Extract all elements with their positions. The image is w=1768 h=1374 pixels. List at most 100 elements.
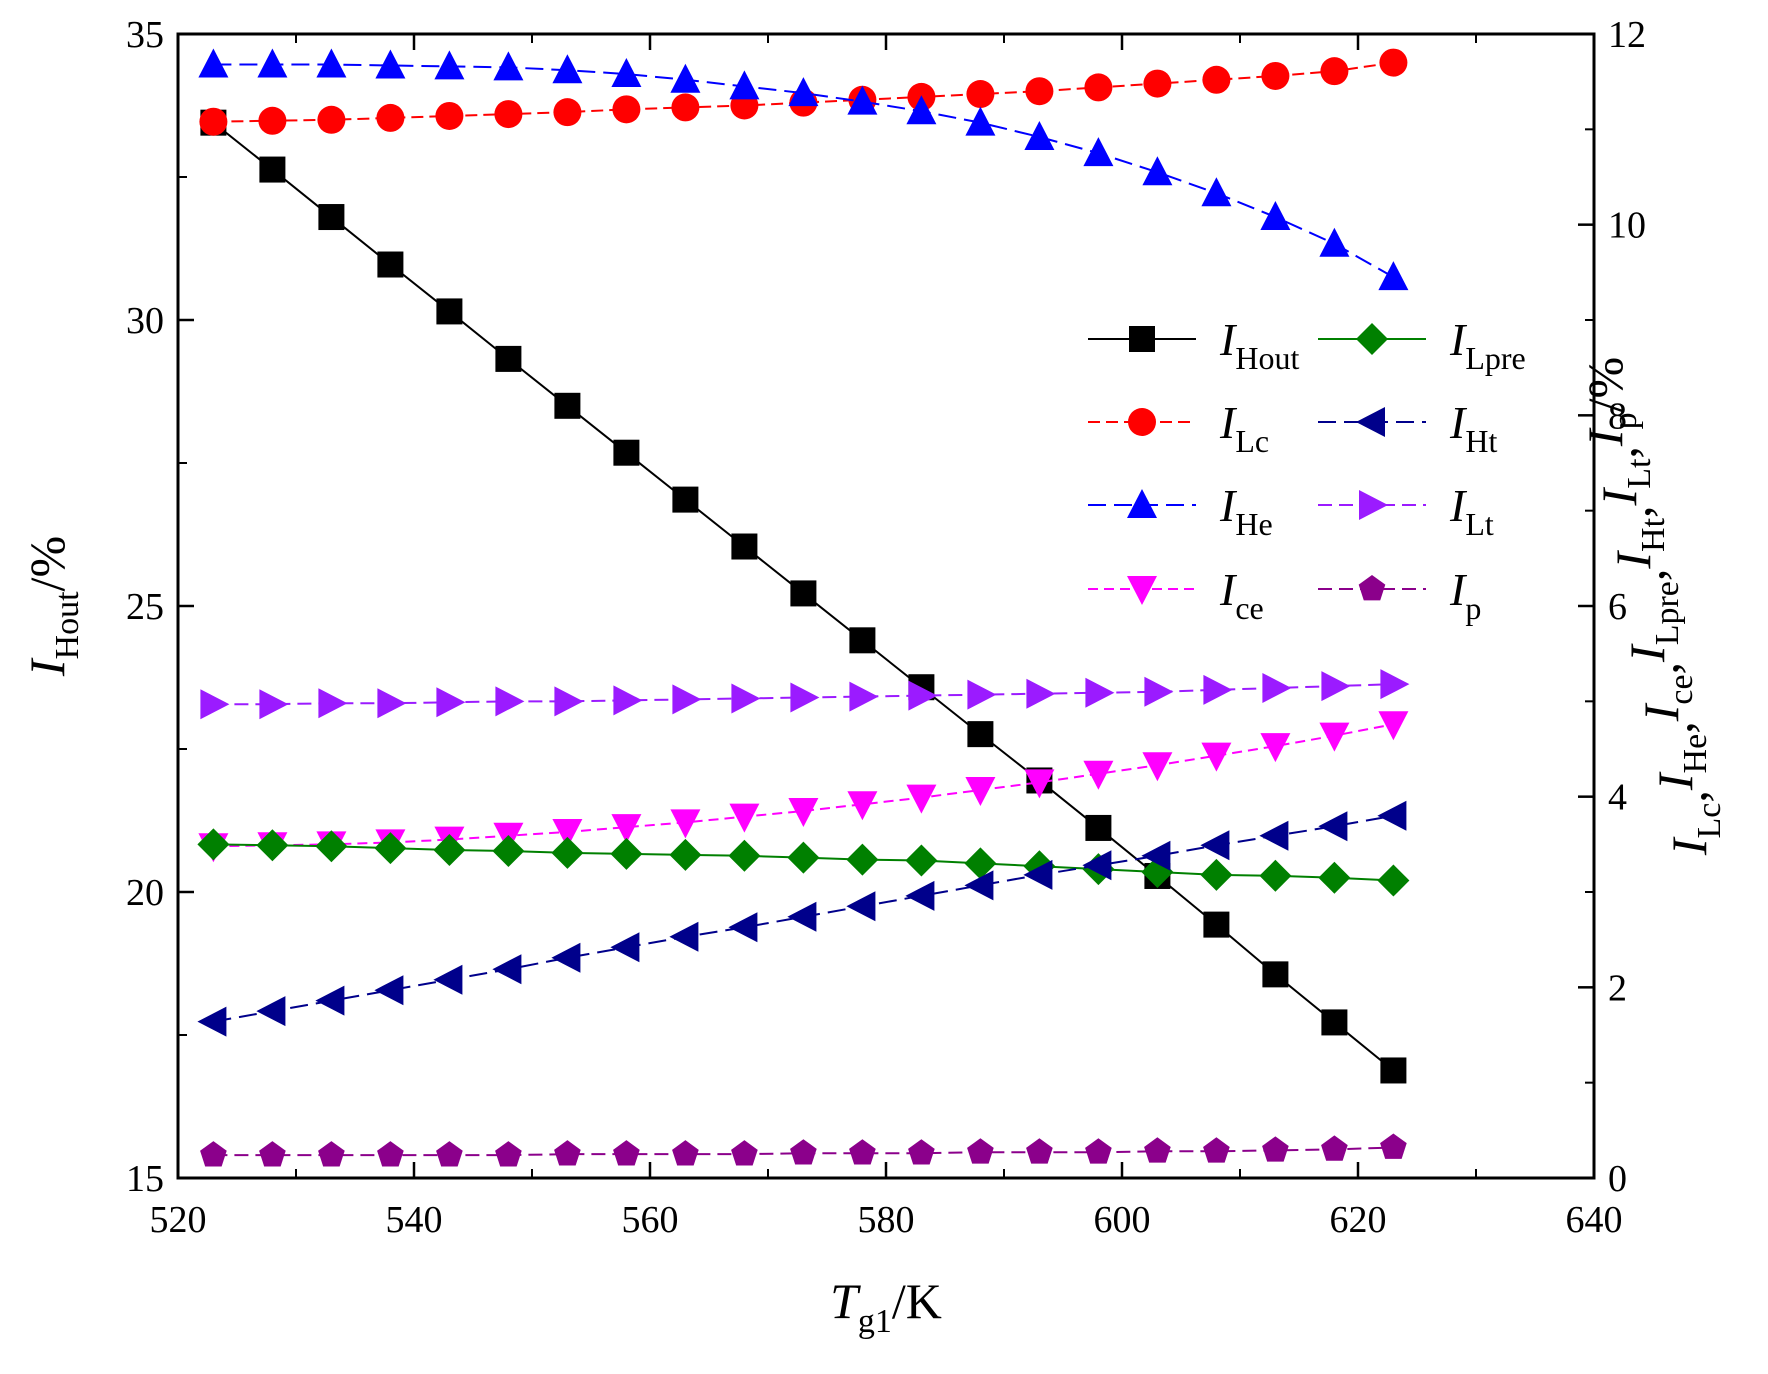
data-point-ce bbox=[611, 814, 642, 844]
data-point-ht bbox=[1318, 811, 1348, 842]
y-right-tick-label: 12 bbox=[1608, 14, 1646, 56]
legend-label: ILt bbox=[1449, 480, 1494, 542]
data-point-lc bbox=[1379, 48, 1408, 77]
data-point-he bbox=[1201, 177, 1232, 207]
data-point-he bbox=[729, 70, 760, 100]
data-point-lt bbox=[1144, 676, 1174, 707]
data-point-lpre bbox=[846, 843, 879, 876]
data-point-lt bbox=[613, 685, 643, 716]
x-tick-label: 640 bbox=[1566, 1199, 1623, 1241]
plot-frame bbox=[176, 32, 1596, 1180]
legend-marker bbox=[1128, 408, 1156, 436]
data-point-he bbox=[552, 54, 583, 84]
data-point-ht bbox=[669, 921, 699, 952]
data-point-lt bbox=[318, 688, 348, 719]
data-point-ht bbox=[1082, 850, 1112, 881]
y-right-tick-label: 4 bbox=[1608, 777, 1627, 819]
data-point-he bbox=[1142, 156, 1173, 186]
data-point-lc bbox=[966, 80, 995, 109]
data-point-p bbox=[377, 1141, 404, 1167]
y-right-axis-title: ILc,IHe,Ice,ILpre,IHt,ILt,Ip/% bbox=[1577, 357, 1728, 856]
legend-label: Ice bbox=[1219, 564, 1264, 626]
data-point-lpre bbox=[433, 834, 466, 867]
data-point-ht bbox=[1377, 800, 1407, 831]
y-right-tick-label: 2 bbox=[1608, 967, 1627, 1009]
data-point-lt bbox=[790, 682, 820, 713]
data-point-lt bbox=[731, 683, 761, 714]
data-point-lc bbox=[612, 95, 641, 124]
data-point-lt bbox=[377, 688, 407, 719]
data-point-ce bbox=[1024, 769, 1055, 799]
data-point-lt bbox=[554, 686, 584, 717]
data-point-he bbox=[847, 85, 878, 115]
legend-item-ht: IHt bbox=[1318, 397, 1497, 459]
data-point-ce bbox=[1142, 752, 1173, 782]
data-point-ht bbox=[610, 932, 640, 963]
data-point-lt bbox=[259, 689, 289, 720]
legend-marker bbox=[1127, 489, 1157, 518]
data-point-ht bbox=[964, 870, 994, 901]
data-point-ht bbox=[787, 901, 817, 932]
data-point-ht bbox=[728, 912, 758, 943]
data-point-he bbox=[611, 58, 642, 88]
data-point-lpre bbox=[1377, 864, 1410, 897]
data-point-ht bbox=[1023, 859, 1053, 890]
data-point-lc bbox=[317, 105, 346, 134]
data-point-ht bbox=[846, 891, 876, 922]
data-point-p bbox=[731, 1140, 758, 1166]
legend-marker bbox=[1127, 576, 1157, 605]
series-he bbox=[198, 48, 1409, 291]
data-point-hout bbox=[731, 533, 758, 560]
data-point-ht bbox=[433, 964, 463, 995]
y-right-tick-label: 0 bbox=[1608, 1158, 1627, 1200]
data-point-lt bbox=[1380, 669, 1410, 700]
data-point-p bbox=[436, 1141, 463, 1167]
data-point-lt bbox=[436, 687, 466, 718]
data-point-p bbox=[318, 1141, 345, 1167]
plot-border bbox=[176, 32, 1596, 1180]
data-point-lpre bbox=[964, 847, 997, 880]
series-p bbox=[200, 1133, 1407, 1167]
data-point-ce bbox=[965, 776, 996, 806]
data-point-hout bbox=[554, 392, 581, 419]
data-point-ht bbox=[1200, 830, 1230, 861]
data-point-ht bbox=[1259, 820, 1289, 851]
x-tick-label: 580 bbox=[858, 1199, 915, 1241]
data-point-lc bbox=[1084, 73, 1113, 102]
data-point-he bbox=[670, 63, 701, 93]
data-point-he bbox=[1319, 227, 1350, 257]
data-point-p bbox=[790, 1139, 817, 1165]
data-point-lpre bbox=[492, 835, 525, 868]
series-ht bbox=[197, 800, 1407, 1037]
series-line-ce bbox=[213, 723, 1394, 848]
data-point-lpre bbox=[1259, 859, 1292, 892]
legend-item-p: Ip bbox=[1318, 564, 1481, 626]
data-point-p bbox=[1380, 1133, 1407, 1159]
data-point-lc bbox=[376, 103, 405, 132]
data-point-p bbox=[1321, 1135, 1348, 1161]
data-point-lc bbox=[494, 100, 523, 129]
axis-titles: Tg1/K IHout/% ILc,IHe,Ice,ILpre,IHt,ILt,Ip… bbox=[19, 357, 1728, 1340]
data-point-p bbox=[908, 1139, 935, 1165]
y-left-tick-label: 15 bbox=[126, 1158, 164, 1200]
data-point-he bbox=[965, 106, 996, 136]
y-left-tick-label: 25 bbox=[126, 586, 164, 628]
data-point-ce bbox=[1260, 733, 1291, 763]
x-tick-label: 620 bbox=[1330, 1199, 1387, 1241]
data-point-ce bbox=[788, 797, 819, 827]
data-point-lpre bbox=[315, 830, 348, 863]
data-point-hout bbox=[1203, 911, 1230, 938]
data-point-p bbox=[554, 1140, 581, 1166]
data-point-ht bbox=[551, 942, 581, 973]
data-point-p bbox=[613, 1140, 640, 1166]
y-right-tick-label: 10 bbox=[1608, 205, 1646, 247]
data-point-hout bbox=[672, 486, 699, 513]
data-point-he bbox=[906, 95, 937, 125]
data-point-he bbox=[788, 77, 819, 107]
legend-marker bbox=[1358, 575, 1386, 601]
data-point-ht bbox=[197, 1006, 227, 1037]
y-left-tick-label: 35 bbox=[126, 14, 164, 56]
data-point-lt bbox=[200, 689, 230, 720]
data-point-lc bbox=[1320, 57, 1349, 86]
data-point-ht bbox=[315, 985, 345, 1016]
